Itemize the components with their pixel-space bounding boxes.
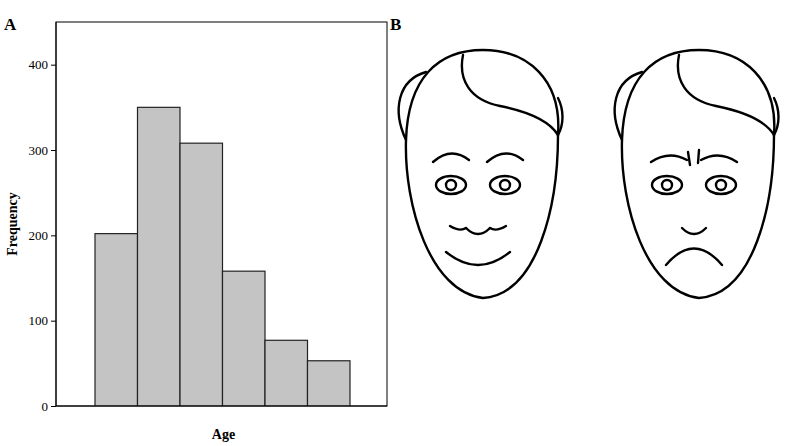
y-tick: 300 [29, 143, 57, 158]
hair-right [558, 98, 563, 135]
eye [490, 176, 520, 194]
eye [652, 176, 682, 194]
x-axis [56, 406, 387, 407]
sad-face [615, 50, 779, 298]
eyebrow [701, 155, 737, 162]
y-tick-label: 300 [29, 143, 49, 158]
nose [682, 228, 706, 234]
bars [95, 107, 350, 406]
bar [138, 107, 181, 406]
y-tick-mark [51, 321, 56, 322]
cheek [490, 226, 506, 230]
y-tick-mark [51, 406, 56, 407]
hair-swoop [678, 55, 774, 135]
hair-left [399, 72, 426, 140]
y-axis-line [56, 22, 57, 406]
cheek [450, 226, 466, 230]
y-tick-mark [51, 65, 56, 66]
pupil [716, 180, 726, 190]
hair-right [774, 98, 779, 135]
pupil [500, 180, 510, 190]
y-tick: 0 [42, 399, 57, 414]
eye [706, 176, 736, 194]
x-axis-line [56, 406, 387, 407]
eyebrow [651, 155, 687, 162]
y-tick-label: 400 [29, 57, 49, 72]
y-tick-label: 0 [42, 399, 49, 414]
y-tick-label: 200 [29, 228, 49, 243]
bar [308, 361, 351, 406]
y-tick-label: 100 [29, 313, 49, 328]
y-tick: 200 [29, 228, 57, 243]
mouth [446, 252, 510, 265]
nose [466, 228, 490, 234]
pupil [662, 180, 672, 190]
eye [436, 176, 466, 194]
y-tick-mark [51, 235, 56, 236]
eyebrow [433, 153, 469, 162]
y-tick: 100 [29, 313, 57, 328]
hair-left [615, 72, 642, 140]
bar [95, 234, 138, 406]
eyebrow [487, 153, 523, 162]
mouth [666, 249, 722, 266]
pupil [446, 180, 456, 190]
happy-face [399, 50, 563, 298]
head-outline [622, 50, 774, 298]
frown-lines [688, 150, 699, 165]
plot-frame [56, 22, 387, 406]
hair-swoop [462, 55, 558, 135]
panel-label: A [4, 15, 17, 34]
head-outline [406, 50, 558, 298]
y-tick: 400 [29, 57, 57, 72]
bar [223, 271, 266, 406]
panel-label: B [390, 15, 401, 34]
y-axis: 0 100 200 300 400 [29, 22, 57, 414]
bar [180, 143, 223, 406]
bar [265, 340, 308, 406]
x-axis-title: Age [212, 427, 235, 442]
y-tick-mark [51, 150, 56, 151]
figure: A B 0 100 200 300 400 Age Frequency [0, 0, 800, 446]
y-axis-title: Frequency [5, 192, 20, 256]
